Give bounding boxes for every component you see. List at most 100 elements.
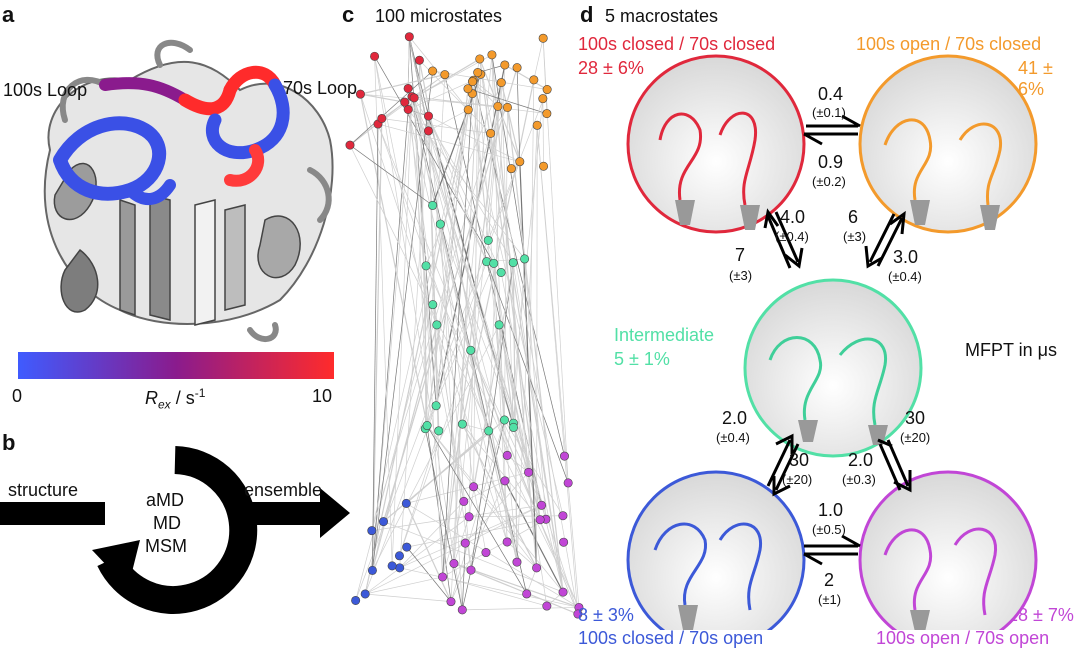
state-int-pop: 5 ± 1% [614, 349, 670, 369]
network-edge [435, 88, 469, 406]
microstate-node [542, 109, 552, 119]
microstate-node [522, 589, 532, 599]
rate-oo-co-err: (±1) [818, 592, 842, 607]
network-edge [426, 88, 469, 426]
network-edge [461, 419, 505, 610]
network-edge [524, 258, 547, 520]
mfpt-label: MFPT in μs [965, 340, 1058, 360]
network-edge [408, 79, 474, 110]
microstate-node [400, 97, 410, 107]
network-edge [424, 261, 488, 429]
cycle-ring [97, 446, 258, 614]
microstate-node [542, 85, 552, 95]
microstate-node [428, 300, 438, 310]
microstate-network [345, 32, 584, 619]
network-edge [428, 115, 520, 162]
microstate-node [463, 84, 473, 94]
color-scale-max: 10 [312, 386, 333, 406]
network-edge [349, 144, 433, 206]
network-edge [500, 82, 514, 428]
rate-cc-oc-err: (±0.1) [812, 105, 846, 120]
microstate-node [401, 498, 411, 508]
rate-oo-int: 30 [905, 408, 926, 428]
network-edge [486, 261, 569, 484]
macrostate-oc [858, 54, 1038, 234]
color-scale-symbol: R [145, 388, 158, 408]
network-edge [498, 324, 529, 473]
microstate-node [489, 258, 499, 268]
microstate-node [496, 267, 506, 277]
network-edge [399, 116, 429, 568]
rate-oc-int: 6 [848, 207, 859, 227]
network-edge [408, 36, 429, 117]
microstate-node [446, 597, 456, 607]
rate-int-co: 30 [789, 450, 810, 470]
network-edge [533, 38, 544, 80]
network-edge [488, 64, 506, 431]
panel-c-letter: c [342, 2, 355, 27]
microstate-node [538, 33, 548, 43]
rate-co-oo: 1.0 [818, 500, 844, 520]
network-edge [490, 133, 564, 593]
panel-a-letter: a [2, 2, 15, 27]
network-edge [500, 272, 564, 593]
network-edge [359, 94, 428, 426]
network-edge [453, 82, 502, 564]
network-edge [391, 96, 413, 566]
network-edge [442, 501, 465, 578]
network-edge [371, 504, 542, 531]
protein-structure-illustration [43, 39, 334, 342]
microstate-node [403, 104, 413, 114]
network-nodes [345, 32, 584, 619]
microstate-node [414, 55, 424, 65]
microstate-node [496, 78, 506, 88]
network-edge [372, 521, 384, 571]
rate-int-oc-err: (±0.4) [888, 269, 922, 284]
microstate-node [379, 517, 389, 527]
state-oc-name: 100s open / 70s closed [856, 34, 1042, 54]
state-oc-pop: 41 ± 6% [1018, 58, 1053, 99]
microstate-node [460, 538, 470, 548]
network-edges [349, 36, 580, 615]
microstate-node [431, 401, 441, 411]
network-edge [516, 67, 521, 162]
network-edge [440, 224, 463, 610]
microstate-node [423, 111, 433, 121]
network-edge [426, 425, 528, 595]
microstate-node [559, 537, 569, 547]
network-edge [349, 70, 433, 146]
network-edge [407, 109, 508, 543]
microstate-node [539, 161, 549, 171]
microstate-node [532, 563, 542, 573]
network-edge [473, 486, 487, 553]
panel-d-letter: d [580, 2, 594, 27]
microstate-node [499, 415, 509, 425]
microstate-node [466, 345, 476, 355]
network-edge [360, 74, 445, 95]
network-edge [406, 503, 580, 608]
network-edge [374, 56, 463, 610]
rate-cc-oc: 0.4 [818, 84, 844, 104]
network-edge [365, 576, 443, 595]
microstate-node [509, 422, 519, 432]
network-edge [399, 430, 440, 556]
network-edge [536, 125, 538, 568]
microstate-node [558, 587, 568, 597]
network-edge [462, 607, 579, 611]
state-cc-pop: 28 ± 6% [578, 58, 644, 78]
network-edge [364, 405, 437, 595]
microstate-node [524, 467, 534, 477]
network-edge [473, 80, 518, 563]
network-edge [542, 98, 544, 167]
cycle-item-msm: MSM [145, 536, 187, 556]
microstate-node [493, 101, 503, 111]
panel-b-letter: b [2, 430, 16, 455]
microstate-node [468, 77, 478, 87]
rate-co-int-err: (±0.4) [716, 430, 750, 445]
rate-int-co-err: (±20) [782, 472, 813, 487]
microstate-node [529, 75, 539, 85]
microstate-node [422, 421, 432, 431]
state-oo-pop: 18 ± 7% [1008, 605, 1074, 625]
microstate-node [573, 609, 583, 619]
microstate-node [421, 261, 431, 271]
